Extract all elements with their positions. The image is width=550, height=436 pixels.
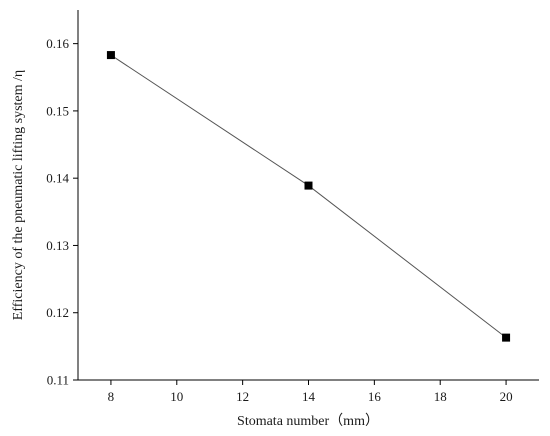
x-tick-label: 12 (236, 389, 249, 404)
x-tick-label: 8 (108, 389, 115, 404)
data-point-marker (106, 51, 115, 60)
x-axis-title: Stomata number（mm） (237, 413, 379, 429)
x-ticks: 8 10 12 14 16 18 20 (108, 380, 513, 404)
y-tick-label: 0.15 (46, 103, 69, 118)
y-ticks: 0.11 0.12 0.13 0.14 0.15 0.16 (46, 36, 78, 388)
x-tick-label: 20 (500, 389, 513, 404)
y-tick-label: 0.11 (47, 373, 69, 388)
y-tick-label: 0.13 (46, 238, 69, 253)
x-tick-label: 14 (302, 389, 316, 404)
y-tick-label: 0.16 (46, 36, 69, 51)
x-tick-label: 18 (434, 389, 447, 404)
x-tick-label: 16 (368, 389, 382, 404)
data-point-marker (304, 181, 313, 190)
series-line (110, 54, 507, 339)
y-axis-title: Efficiency of the pneumatic lifting syst… (11, 70, 26, 320)
y-tick-label: 0.12 (46, 305, 69, 320)
y-tick-label: 0.14 (46, 171, 69, 186)
plot-frame (77, 10, 539, 381)
x-tick-label: 10 (170, 389, 183, 404)
data-point-marker (502, 333, 511, 342)
series-layer (106, 51, 511, 342)
